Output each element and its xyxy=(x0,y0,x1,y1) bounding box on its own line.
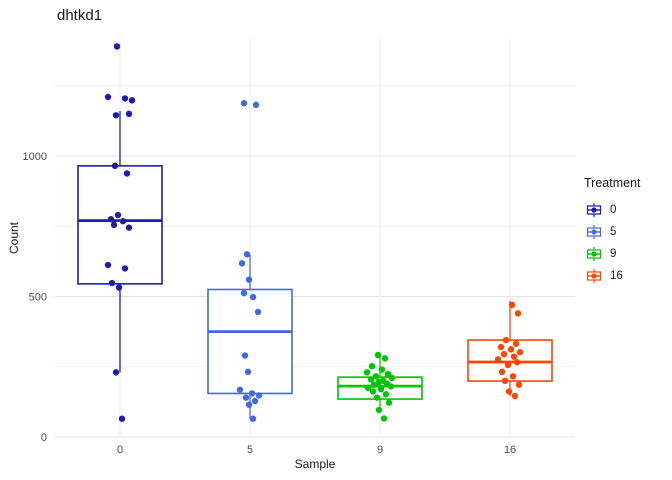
legend-item-9: 9 xyxy=(584,243,641,265)
legend: Treatment 0 5 9 16 xyxy=(584,176,641,287)
legend-item-label: 9 xyxy=(610,248,617,260)
x-tick-label: 16 xyxy=(504,444,516,456)
x-tick-label: 5 xyxy=(247,444,253,456)
legend-item-16: 16 xyxy=(584,265,641,287)
points-5 xyxy=(236,99,263,422)
legend-title: Treatment xyxy=(584,176,641,190)
y-tick-label: 1000 xyxy=(23,151,47,163)
box-group-5 xyxy=(207,99,293,422)
points-0 xyxy=(104,43,136,422)
x-axis-title: Sample xyxy=(294,457,336,471)
legend-key-boxplot-icon xyxy=(586,247,602,261)
points-16 xyxy=(494,301,524,400)
box-group-9 xyxy=(337,351,423,422)
legend-key-boxplot-icon xyxy=(586,269,602,283)
legend-key-boxplot-icon xyxy=(586,203,602,217)
legend-item-label: 5 xyxy=(610,226,617,238)
box-5 xyxy=(207,288,293,395)
legend-items: 0 5 9 16 xyxy=(584,199,641,287)
legend-item-5: 5 xyxy=(584,221,641,243)
box-16 xyxy=(467,339,553,382)
points-9 xyxy=(363,351,396,422)
legend-item-label: 16 xyxy=(610,270,623,282)
box-0 xyxy=(77,165,163,285)
legend-item-label: 0 xyxy=(610,204,617,216)
x-tick-label: 9 xyxy=(377,444,383,456)
x-tick-label: 0 xyxy=(117,444,123,456)
legend-item-0: 0 xyxy=(584,199,641,221)
axis-tick-labels: 0 500 1000 0 5 9 16 xyxy=(23,151,517,456)
box-group-16 xyxy=(467,301,553,400)
y-tick-label: 500 xyxy=(29,292,47,304)
box-group-0 xyxy=(77,43,163,422)
legend-key-boxplot-icon xyxy=(586,225,602,239)
chart-title: dhtkd1 xyxy=(57,7,103,24)
y-tick-label: 0 xyxy=(41,432,47,444)
